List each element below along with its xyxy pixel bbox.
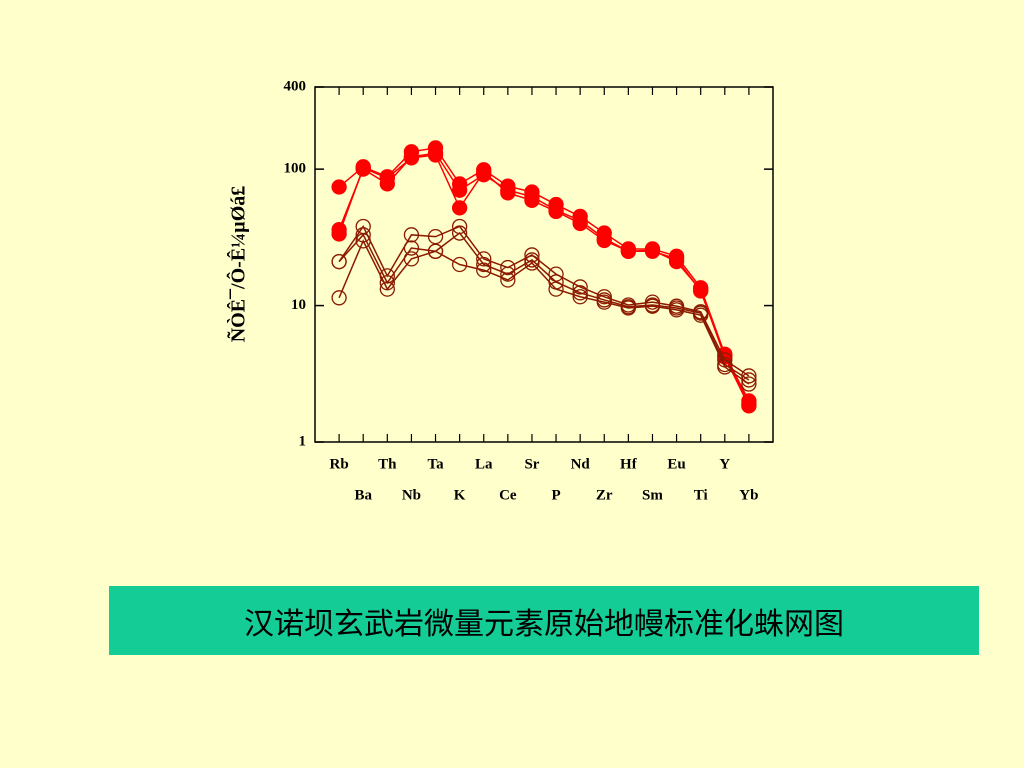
data-point [331,226,347,242]
x-tick-label: Y [719,456,730,472]
data-point [476,262,492,278]
data-point [668,302,685,318]
data-point [644,242,661,258]
data-point [500,266,516,282]
x-tick-label: P [551,487,560,503]
series-line [338,232,750,381]
series-line [338,239,750,385]
data-point [355,160,371,176]
data-point [572,289,588,305]
data-point [717,359,733,375]
data-point [596,294,612,310]
y-tick-label: 1 [299,433,307,449]
x-tick-label: K [454,487,466,503]
y-tick-label: 400 [284,78,307,94]
x-tick-label: Ta [427,456,444,472]
x-tick-label: Ba [354,487,372,503]
caption: 汉诺坝玄武岩微量元素原始地幔标准化蛛网图 [109,586,979,655]
data-point [379,281,395,297]
data-point [451,256,468,273]
series-line [338,152,750,405]
data-point [331,290,347,306]
data-point [572,279,588,295]
series-line [338,224,750,377]
data-point [403,150,420,166]
data-point [500,272,516,288]
data-point [741,376,757,392]
data-point [524,192,540,209]
x-tick-label: Ti [694,487,708,503]
x-tick-label: Nb [402,487,421,503]
data-point [620,300,637,316]
data-point [355,233,371,249]
data-point [331,179,347,195]
series-line [338,154,750,407]
chart: ÑÒÊ¯/Ô-Ê¼µØá£ 1 10 100 400 Rb Ba Th Nb Ta K La Ce Sr… [226,78,774,503]
data-point [476,164,492,180]
data-point [451,182,468,198]
data-point [403,240,420,256]
x-tick-label: Yb [739,487,758,503]
data-point [548,203,564,220]
data-point [693,282,709,298]
x-tick-label: Rb [330,456,349,472]
y-axis-label: ÑÒÊ¯/Ô-Ê¼µØá£ [226,186,250,343]
x-tick-label: La [475,456,493,472]
plot-frame [314,86,774,443]
data-point [741,398,757,414]
data-point [596,289,612,305]
data-point [427,243,444,259]
data-point [476,251,492,267]
data-point [500,185,516,201]
data-point [331,253,347,270]
x-tick-label: Sr [524,456,539,472]
data-point [379,170,395,186]
data-point [548,281,564,297]
y-tick-label: 100 [284,161,307,177]
x-tick-label: Sm [642,487,663,503]
data-point [572,215,588,232]
data-point [524,247,540,263]
x-tick-label: Ce [499,487,517,503]
data-point [644,298,661,314]
data-point [451,200,468,216]
data-point [524,255,540,271]
data-point [403,251,420,267]
data-point [476,256,492,273]
x-tick-label: Nd [571,456,591,472]
y-tick-label: 10 [291,297,306,313]
x-tick-label: Hf [620,456,638,472]
x-tick-label: Th [378,456,397,472]
data-point [427,147,444,163]
data-point [524,252,540,268]
data-point [693,307,709,323]
data-point [596,232,612,249]
data-point [572,285,588,301]
x-tick-label: Eu [667,456,685,472]
data-point [668,253,685,270]
data-point [451,225,468,241]
x-tick-label: Zr [596,487,613,503]
data-point [403,227,420,243]
data-point [620,243,637,259]
